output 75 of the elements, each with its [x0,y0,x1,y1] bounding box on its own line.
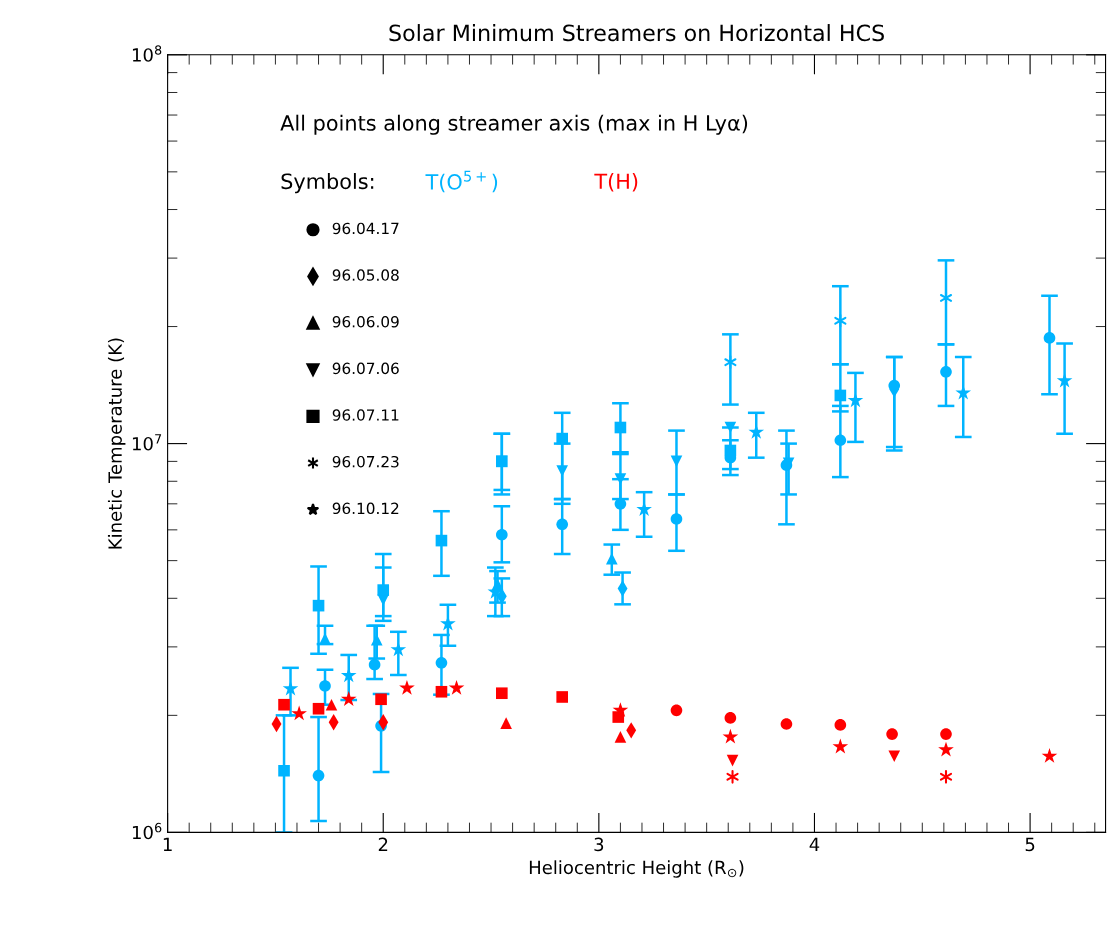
point [278,698,290,711]
point [1043,332,1056,344]
point [939,769,953,784]
point [724,444,737,457]
point [834,313,847,328]
point [496,528,508,541]
point [886,728,898,740]
point [614,421,627,434]
point [448,679,465,695]
point [278,765,290,777]
point [724,355,737,369]
point [722,728,739,744]
annotation: All points along streamer axis (max in H Lyα) [280,114,748,135]
y-tick-label: 10$^{7}$ [132,434,162,451]
annotation: 96.07.11 [332,409,399,421]
point [325,698,338,711]
point [939,291,953,305]
point [780,718,793,730]
annotation: 96.10.12 [332,502,399,515]
point [888,750,901,763]
point [847,392,864,408]
point [312,599,325,612]
y-axis-title: Kinetic Temperature (K) [107,338,126,549]
point [377,584,390,596]
point [834,389,847,402]
point [435,657,448,669]
annotation: T(O$^{5+}$) [425,170,498,193]
point [1056,372,1073,388]
chart-title: Solar Minimum Streamers on Horizontal HCS [389,24,884,42]
point [670,704,683,717]
x-tick-label: 5 [1025,837,1035,852]
x-tick-label: 4 [809,837,820,851]
point [312,769,325,782]
point [834,719,847,731]
point [390,641,407,657]
x-tick-label: 1 [163,837,172,851]
point [832,738,849,754]
annotation: Symbols: [281,173,374,194]
point [940,728,952,740]
point [938,741,954,757]
point [368,658,381,671]
point [614,731,627,743]
point [282,680,299,696]
point [435,685,448,698]
y-tick-label: 10$^{6}$ [132,822,162,840]
point [940,365,952,378]
point [496,687,508,700]
point [612,702,629,717]
annotation: 96.05.08 [332,269,399,281]
annotation: 96.06.09 [332,315,399,328]
x-tick-label: 3 [594,837,604,852]
point [724,712,737,724]
point [312,702,325,715]
point [319,680,331,692]
point [1041,748,1058,763]
point [556,691,569,703]
annotation: 96.04.17 [332,222,399,235]
y-tick-label: 10$^{8}$ [132,45,162,62]
annotation: 96.07.23 [332,455,399,468]
point [726,769,739,784]
x-axis-title: Heliocentric Height (R$_{⊙}$) [529,860,744,878]
point [556,432,569,445]
point [834,434,847,447]
point [375,693,387,706]
point [399,679,415,695]
annotation: T(H) [594,173,638,192]
point [726,754,739,767]
annotation: 96.07.06 [332,362,399,375]
point [670,513,683,525]
point [435,534,448,547]
point [340,691,357,706]
point [556,518,569,531]
point [500,717,512,729]
x-tick-label: 2 [378,837,388,851]
point [291,705,307,721]
